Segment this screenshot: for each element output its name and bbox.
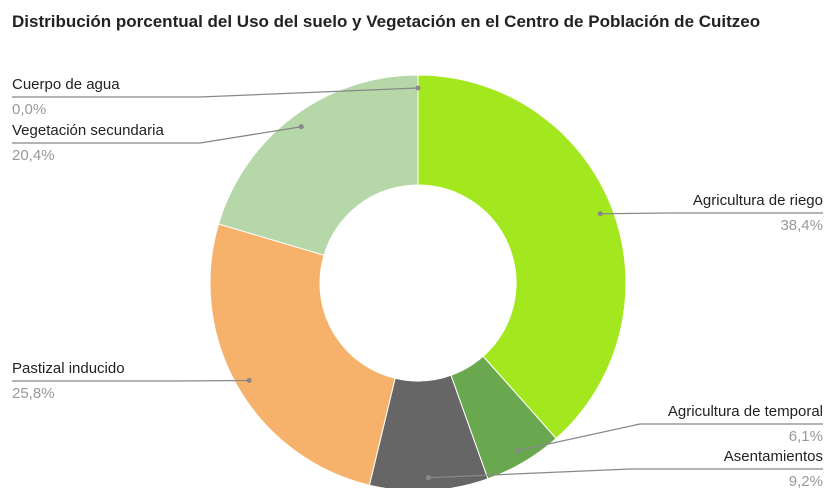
chart-title: Distribución porcentual del Uso del suel… <box>12 12 761 31</box>
slice-value-label: 6,1% <box>789 428 823 445</box>
donut-slice <box>217 74 419 256</box>
donut-slice <box>417 74 627 440</box>
leader-line <box>12 87 419 98</box>
leader-dot <box>425 475 431 481</box>
leader-dot <box>415 85 421 91</box>
leader-line <box>12 126 302 144</box>
leader-dot <box>298 124 304 130</box>
leader-dot <box>514 448 520 454</box>
leader-dot <box>597 211 603 217</box>
donut-slice <box>209 223 396 486</box>
leader-line <box>428 468 823 479</box>
slice-value-label: 38,4% <box>780 217 823 234</box>
slice-value-label: 9,2% <box>789 473 823 488</box>
slice-label: Agricultura de temporal <box>668 403 823 420</box>
leader-line <box>600 212 823 215</box>
slice-label: Cuerpo de agua <box>12 76 120 93</box>
slice-value-label: 20,4% <box>12 147 55 164</box>
slice-label: Vegetación secundaria <box>12 122 164 139</box>
slice-value-label: 25,8% <box>12 385 55 402</box>
leader-line <box>517 423 823 452</box>
slice-label: Pastizal inducido <box>12 360 125 377</box>
leader-dot <box>246 378 252 383</box>
slice-label: Asentamientos <box>724 448 823 465</box>
slice-value-label: 0,0% <box>12 101 46 118</box>
slice-label: Agricultura de riego <box>693 192 823 209</box>
leader-line <box>12 379 250 382</box>
